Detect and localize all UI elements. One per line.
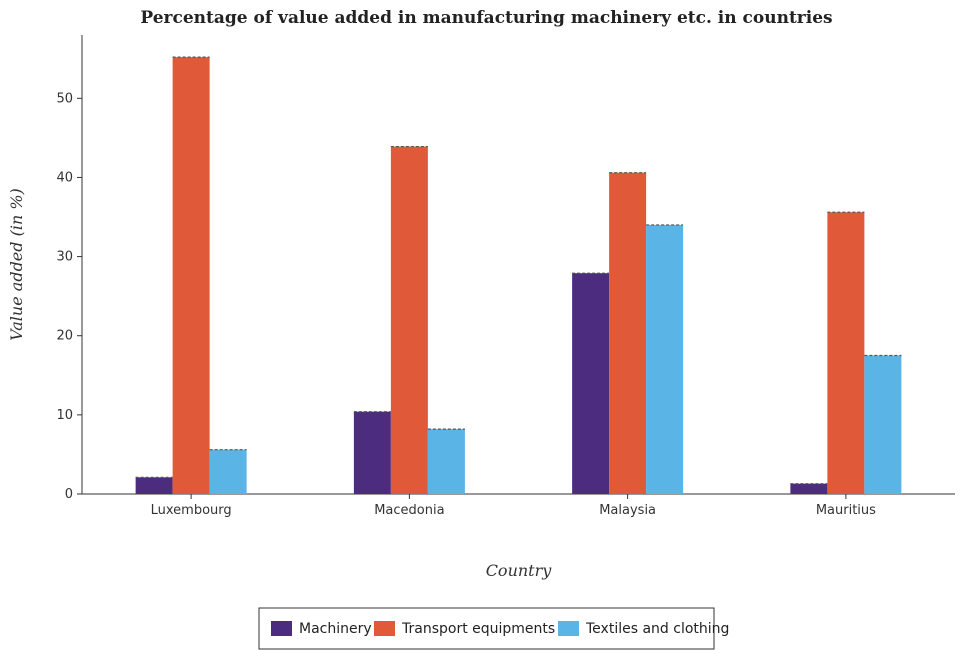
legend-label: Textiles and clothing bbox=[585, 621, 729, 637]
legend-label: Machinery bbox=[299, 621, 372, 637]
bar bbox=[427, 429, 465, 494]
bars bbox=[135, 56, 902, 495]
x-axis-title: Country bbox=[486, 561, 553, 580]
y-tick-label: 40 bbox=[56, 170, 73, 185]
bar bbox=[390, 146, 428, 495]
y-tick-label: 50 bbox=[56, 91, 73, 106]
y-tick-label: 30 bbox=[56, 250, 73, 265]
bar bbox=[790, 483, 828, 494]
bar bbox=[135, 477, 173, 494]
legend-box bbox=[258, 607, 715, 650]
y-tick-label: 0 bbox=[65, 487, 73, 502]
legend-swatch bbox=[558, 621, 579, 636]
x-tick-label: Mauritius bbox=[816, 503, 876, 518]
chart-title: Percentage of value added in manufacturi… bbox=[140, 8, 833, 28]
legend: Machinery Transport equipments Textiles an… bbox=[258, 607, 729, 650]
y-tick-label: 20 bbox=[56, 329, 73, 344]
axes bbox=[81, 35, 955, 495]
bar bbox=[572, 273, 610, 494]
bar bbox=[646, 224, 684, 494]
y-tick-labels: 0 10 20 30 40 50 bbox=[56, 91, 82, 502]
x-tick-labels: Luxembourg Macedonia Malaysia Mauritius bbox=[151, 494, 876, 518]
bar bbox=[864, 355, 902, 494]
y-axis-title: Value added (in %) bbox=[7, 188, 26, 341]
bar bbox=[827, 212, 865, 494]
legend-swatch bbox=[271, 621, 292, 636]
plot-area bbox=[82, 35, 955, 494]
y-tick-label: 10 bbox=[56, 408, 73, 423]
legend-swatch bbox=[374, 621, 395, 636]
legend-label: Transport equipments bbox=[401, 621, 555, 637]
bar bbox=[172, 57, 210, 494]
x-tick-label: Luxembourg bbox=[151, 503, 232, 518]
x-tick-label: Macedonia bbox=[374, 503, 444, 518]
bar bbox=[609, 172, 647, 494]
bar bbox=[209, 449, 247, 494]
x-tick-label: Malaysia bbox=[599, 503, 656, 518]
bar bbox=[353, 411, 391, 494]
